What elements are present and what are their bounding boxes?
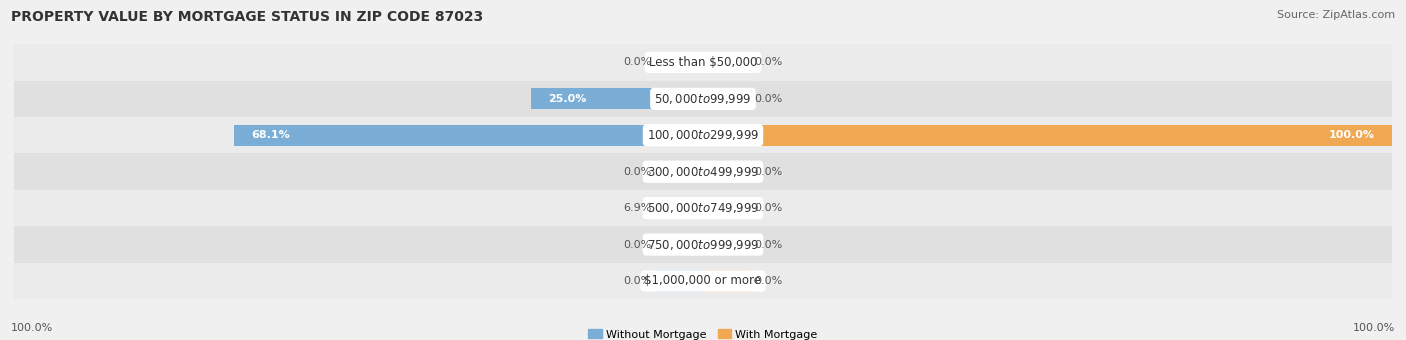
Text: Source: ZipAtlas.com: Source: ZipAtlas.com bbox=[1277, 10, 1395, 20]
Legend: Without Mortgage, With Mortgage: Without Mortgage, With Mortgage bbox=[588, 329, 818, 340]
Bar bbox=[703, 234, 751, 255]
Bar bbox=[655, 198, 703, 219]
Bar bbox=[14, 117, 1392, 153]
Text: 0.0%: 0.0% bbox=[755, 276, 783, 286]
Text: $50,000 to $99,999: $50,000 to $99,999 bbox=[654, 92, 752, 106]
Text: 0.0%: 0.0% bbox=[755, 57, 783, 67]
Bar bbox=[703, 125, 751, 146]
Bar bbox=[703, 88, 751, 109]
Text: $500,000 to $749,999: $500,000 to $749,999 bbox=[647, 201, 759, 215]
Text: 0.0%: 0.0% bbox=[755, 203, 783, 213]
Bar bbox=[655, 88, 703, 109]
Text: 0.0%: 0.0% bbox=[623, 167, 651, 177]
Bar bbox=[655, 270, 703, 291]
Text: PROPERTY VALUE BY MORTGAGE STATUS IN ZIP CODE 87023: PROPERTY VALUE BY MORTGAGE STATUS IN ZIP… bbox=[11, 10, 484, 24]
Text: 100.0%: 100.0% bbox=[1353, 323, 1395, 333]
Text: $300,000 to $499,999: $300,000 to $499,999 bbox=[647, 165, 759, 179]
Text: 68.1%: 68.1% bbox=[252, 130, 290, 140]
Text: 0.0%: 0.0% bbox=[755, 167, 783, 177]
Text: 0.0%: 0.0% bbox=[755, 240, 783, 250]
Text: 25.0%: 25.0% bbox=[548, 94, 586, 104]
Text: 0.0%: 0.0% bbox=[623, 57, 651, 67]
Bar bbox=[14, 81, 1392, 117]
Text: 6.9%: 6.9% bbox=[624, 203, 652, 213]
Text: Less than $50,000: Less than $50,000 bbox=[648, 56, 758, 69]
Bar bbox=[14, 226, 1392, 263]
Bar bbox=[703, 161, 751, 182]
Bar bbox=[655, 198, 703, 219]
Bar bbox=[703, 270, 751, 291]
Bar bbox=[703, 52, 751, 73]
Bar bbox=[655, 161, 703, 182]
Text: 0.0%: 0.0% bbox=[755, 94, 783, 104]
Text: 100.0%: 100.0% bbox=[11, 323, 53, 333]
Bar bbox=[14, 153, 1392, 190]
Text: 0.0%: 0.0% bbox=[623, 240, 651, 250]
Bar bbox=[703, 198, 751, 219]
Text: $100,000 to $299,999: $100,000 to $299,999 bbox=[647, 128, 759, 142]
Bar bbox=[531, 88, 703, 109]
Bar bbox=[14, 190, 1392, 226]
Text: 100.0%: 100.0% bbox=[1329, 130, 1375, 140]
Bar bbox=[233, 125, 703, 146]
Bar bbox=[655, 234, 703, 255]
Bar bbox=[703, 125, 1392, 146]
Text: 0.0%: 0.0% bbox=[623, 276, 651, 286]
Bar bbox=[14, 44, 1392, 81]
Text: $750,000 to $999,999: $750,000 to $999,999 bbox=[647, 238, 759, 252]
Bar bbox=[655, 52, 703, 73]
Bar bbox=[655, 125, 703, 146]
Text: $1,000,000 or more: $1,000,000 or more bbox=[644, 274, 762, 288]
Bar bbox=[14, 263, 1392, 299]
